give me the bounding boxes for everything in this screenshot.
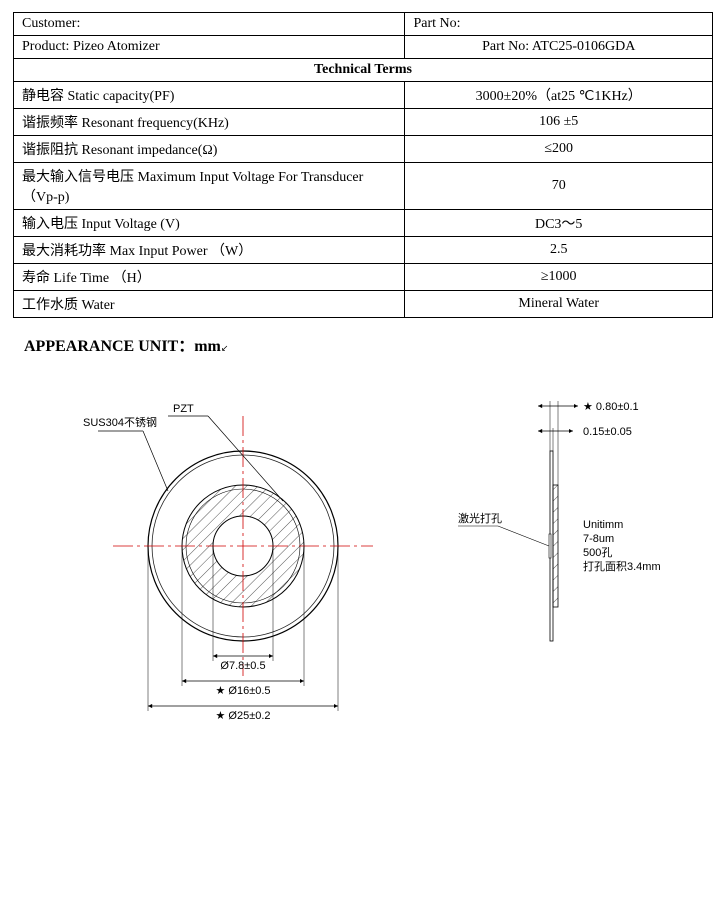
label-sus: SUS304不锈钢 — [83, 416, 157, 429]
product-cell: Product: Pizeo Atomizer — [14, 36, 405, 59]
row-label: 寿命 Life Time （H） — [14, 264, 405, 291]
tech-terms-header: Technical Terms — [14, 59, 713, 82]
dim-thick2: 0.15±0.05 — [583, 426, 632, 438]
dim-inner: Ø7.8±0.5 — [220, 660, 265, 672]
dim-thick1: ★ 0.80±0.1 — [583, 401, 639, 413]
row-value: ≥1000 — [405, 264, 713, 291]
row-label: 最大消耗功率 Max Input Power （W） — [14, 237, 405, 264]
row-label: 输入电压 Input Voltage (V) — [14, 210, 405, 237]
label-pzt: PZT — [173, 403, 194, 415]
row-value: ≤200 — [405, 136, 713, 163]
note-2: 500孔 — [583, 546, 612, 559]
diagram-container: PZT SUS304不锈钢 Ø7.8±0.5 ★ Ø16±0.5 ★ Ø25±0… — [13, 366, 713, 791]
row-label: 工作水质 Water — [14, 291, 405, 318]
dim-outer: ★ Ø25±0.2 — [215, 710, 270, 722]
technical-drawing: PZT SUS304不锈钢 Ø7.8±0.5 ★ Ø16±0.5 ★ Ø25±0… — [13, 366, 713, 786]
row-value: 70 — [405, 163, 713, 210]
appearance-bold: APPEARANCE — [24, 338, 134, 355]
note-3: 打孔面积3.4mm — [583, 559, 661, 573]
dim-mid: ★ Ø16±0.5 — [215, 685, 270, 697]
row-value: 3000±20%（at25 ℃1KHz） — [405, 82, 713, 109]
row-label: 谐振频率 Resonant frequency(KHz) — [14, 109, 405, 136]
row-value: DC3～5 — [405, 210, 713, 237]
spec-table: Customer: Part No: Product: Pizeo Atomiz… — [13, 12, 713, 318]
partno-label-cell: Part No: — [405, 13, 713, 36]
row-value: Mineral Water — [405, 291, 713, 318]
side-view: ★ 0.80±0.1 0.15±0.05 激光打孔 Unitimm 7-8um … — [458, 401, 661, 641]
front-view: PZT SUS304不锈钢 Ø7.8±0.5 ★ Ø16±0.5 ★ Ø25±0… — [83, 403, 373, 722]
row-label: 谐振阻抗 Resonant impedance(Ω) — [14, 136, 405, 163]
row-value: 106 ±5 — [405, 109, 713, 136]
appearance-sub: ↙ — [221, 343, 229, 353]
row-label: 静电容 Static capacity(PF) — [14, 82, 405, 109]
customer-cell: Customer: — [14, 13, 405, 36]
note-0: Unitimm — [583, 519, 623, 531]
partno-cell: Part No: ATC25-0106GDA — [405, 36, 713, 59]
appearance-unit: UNIT：mm — [134, 338, 221, 355]
label-laser: 激光打孔 — [458, 511, 502, 525]
appearance-heading: APPEARANCE UNIT：mm↙ — [24, 332, 714, 356]
row-value: 2.5 — [405, 237, 713, 264]
row-label: 最大输入信号电压 Maximum Input Voltage For Trans… — [14, 163, 405, 210]
note-1: 7-8um — [583, 533, 614, 545]
